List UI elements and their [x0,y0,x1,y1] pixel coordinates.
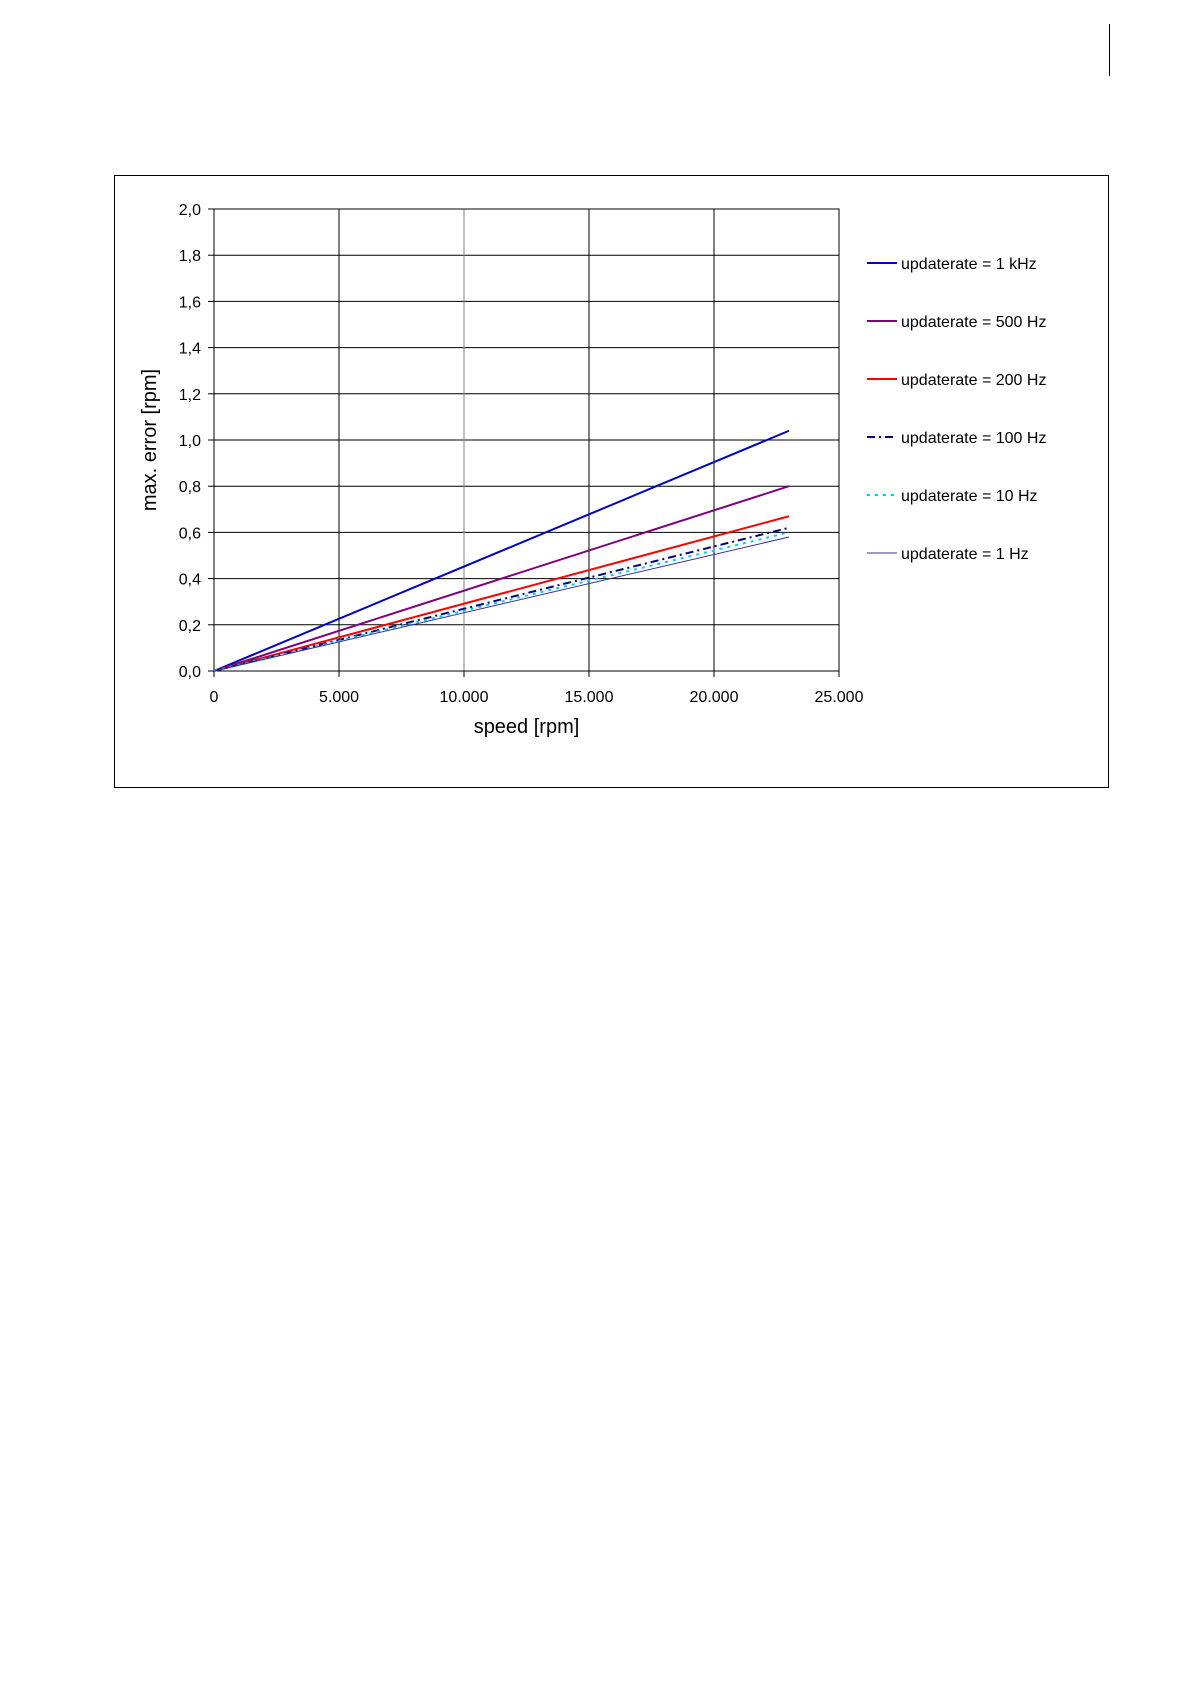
page-margin-rule [1109,24,1110,76]
chart-svg: 0,0 0,2 0,4 0,6 0,8 1,0 1,2 1,4 1,6 1,8 2,0 0 5.000 1… [139,202,1046,738]
plot-border [213,208,840,672]
x-tick-label: 5.000 [319,689,359,706]
y-tick-label: 0,2 [179,618,201,635]
x-axis-title: speed [rpm] [474,716,580,738]
chart-frame: 0,0 0,2 0,4 0,6 0,8 1,0 1,2 1,4 1,6 1,8 2,0 0 5.000 1… [114,175,1109,788]
y-tick-label: 2,0 [179,202,201,219]
tick-layer: 0,0 0,2 0,4 0,6 0,8 1,0 1,2 1,4 1,6 1,8 2,0 0 5.000 1… [179,202,864,706]
x-tick-label: 20.000 [690,689,739,706]
x-tick-label: 25.000 [815,689,864,706]
legend-label-5: updaterate = 1 Hz [901,546,1029,563]
y-tick-label: 0,8 [179,479,201,496]
legend-label-4: updaterate = 10 Hz [901,488,1038,505]
series-layer [213,429,790,672]
x-tick-label: 15.000 [565,689,614,706]
y-tick-label: 0,0 [179,664,201,681]
x-tick-label: 10.000 [440,689,489,706]
grid-layer [208,208,840,677]
y-tick-label: 1,4 [179,341,201,358]
legend-label-3: updaterate = 100 Hz [901,430,1046,447]
series-line-3 [213,526,790,672]
series-line-2 [213,515,790,672]
y-tick-label: 1,8 [179,248,201,265]
legend: updaterate = 1 kHz updaterate = 500 Hz upd… [867,256,1046,563]
y-axis-title: max. error [rpm] [139,369,161,511]
series-line-5 [213,536,790,672]
series-line-4 [213,531,790,672]
y-tick-label: 0,6 [179,525,201,542]
x-tick-label: 0 [210,689,219,706]
series-line-1 [213,485,790,672]
y-tick-label: 1,2 [179,387,201,404]
legend-label-2: updaterate = 200 Hz [901,372,1046,389]
y-tick-label: 0,4 [179,572,201,589]
legend-label-0: updaterate = 1 kHz [901,256,1037,273]
series-line-0 [213,429,790,672]
legend-label-1: updaterate = 500 Hz [901,314,1046,331]
y-tick-label: 1,0 [179,433,201,450]
y-tick-label: 1,6 [179,294,201,311]
